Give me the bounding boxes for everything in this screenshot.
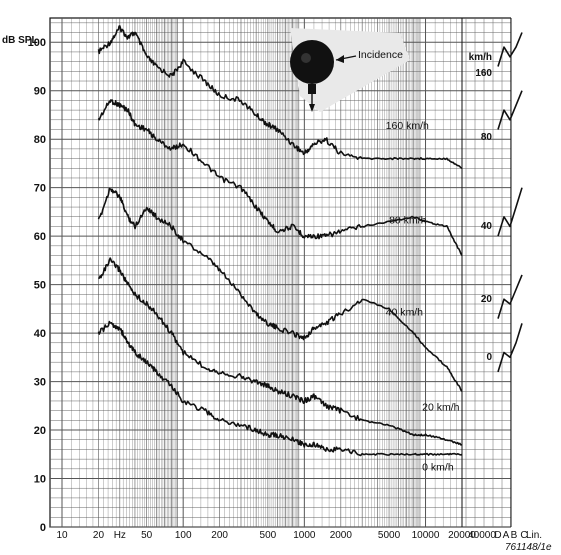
right-panel-label: km/h [469, 52, 492, 63]
right-panel-label: 80 [481, 132, 493, 143]
series-label: 160 km/h [386, 120, 429, 132]
right-panel-label: 160 [475, 68, 492, 79]
chart-grid [49, 0, 561, 555]
series-label: 0 km/h [422, 461, 454, 473]
x-tick-label: 20000 [448, 530, 476, 541]
right-panel-level-line [497, 187, 523, 237]
extra-x-label: D [494, 530, 501, 541]
right-panel-label: 40 [481, 221, 493, 232]
x-tick-label: 5000 [378, 530, 401, 541]
x-tick-label: 1000 [293, 530, 316, 541]
y-tick-label: 100 [28, 37, 46, 49]
x-tick-label: 100 [175, 530, 192, 541]
incidence-inset: Incidence [290, 28, 410, 112]
x-tick-label: 10 [56, 530, 68, 541]
y-axis-label: dB SPL [2, 35, 38, 46]
microphone-icon [290, 40, 334, 84]
extra-x-label: A [503, 530, 510, 541]
y-tick-label: 20 [34, 425, 46, 437]
series-line [97, 320, 463, 457]
series-label: 80 km/h [389, 214, 427, 226]
y-tick-label: 70 [34, 183, 46, 195]
incidence-label: Incidence [358, 49, 403, 61]
right-panel-level-line [497, 90, 523, 130]
incidence-arrow [336, 55, 344, 63]
y-tick-label: 40 [34, 328, 46, 340]
y-tick-label: 80 [34, 134, 46, 146]
series-label: 40 km/h [386, 306, 424, 318]
x-tick-label: 2000 [330, 530, 353, 541]
right-panel-level-line [497, 323, 523, 373]
y-tick-label: 50 [34, 280, 46, 292]
y-tick-label: 60 [34, 231, 46, 243]
series-line [97, 25, 463, 170]
right-panel-level-line [497, 274, 523, 319]
y-tick-label: 90 [34, 86, 46, 98]
x-tick-label: Hz [114, 530, 126, 541]
extra-x-label: 40000 [468, 530, 496, 541]
x-tick-label: 50 [141, 530, 153, 541]
right-panel-level-line [497, 32, 523, 67]
series-line [97, 187, 463, 392]
right-panel-label: 20 [481, 294, 493, 305]
right-panel-label: 0 [486, 352, 492, 363]
x-tick-label: 10000 [412, 530, 440, 541]
series-line [98, 257, 463, 446]
x-tick-label: 20 [93, 530, 105, 541]
reference-code: 761148/1e [505, 542, 552, 553]
x-tick-label: 200 [211, 530, 228, 541]
y-tick-label: 10 [34, 474, 46, 486]
y-tick-label: 30 [34, 377, 46, 389]
y-tick-label: 0 [40, 522, 46, 534]
chart-curves: 160 km/h 80 km/h 40 km/h 20 km/h 0 km/h [97, 25, 463, 473]
x-tick-label: 500 [260, 530, 277, 541]
series-line [97, 99, 463, 256]
extra-x-label: Lin. [526, 530, 542, 541]
extra-x-label: B [511, 530, 518, 541]
series-label: 20 km/h [422, 401, 460, 413]
extra-x-label: C [520, 530, 527, 541]
right-panel: km/h 160 80 40 20 0 [469, 32, 523, 373]
